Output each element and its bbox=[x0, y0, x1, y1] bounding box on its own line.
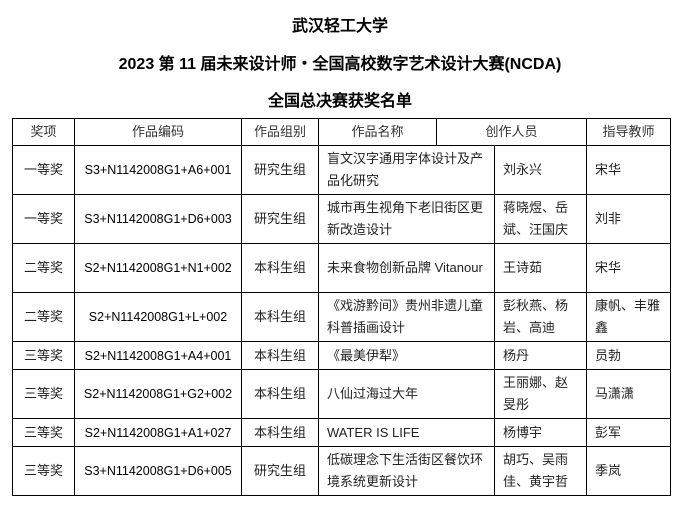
authors-cell: 彭秋燕、杨岩、高迪 bbox=[494, 292, 587, 342]
title-cell: 未来食物创新品牌 Vitanour bbox=[318, 243, 495, 293]
title-cell: 《最美伊犁》 bbox=[318, 341, 495, 370]
advisor-cell: 马潇潇 bbox=[586, 369, 671, 419]
award-cell: 三等奖 bbox=[12, 369, 75, 419]
code-cell: S2+N1142008G1+N1+002 bbox=[74, 243, 242, 293]
code-cell: S3+N1142008G1+D6+003 bbox=[74, 194, 242, 244]
award-cell: 一等奖 bbox=[12, 194, 75, 244]
group-cell: 本科生组 bbox=[241, 292, 319, 342]
authors-cell: 蒋晓煜、岳斌、汪国庆 bbox=[494, 194, 587, 244]
authors-cell: 刘永兴 bbox=[494, 146, 587, 195]
table-row: 一等奖 S3+N1142008G1+A6+001 研究生组 盲文汉字通用字体设计及产品… bbox=[12, 146, 671, 195]
group-cell: 本科生组 bbox=[241, 243, 319, 293]
code-cell: S2+N1142008G1+G2+002 bbox=[74, 369, 242, 419]
title-cell: 八仙过海过大年 bbox=[318, 369, 495, 419]
table-row: 二等奖 S2+N1142008G1+L+002 本科生组 《戏游黔间》贵州非遗儿童科普… bbox=[12, 292, 671, 342]
group-cell: 本科生组 bbox=[241, 341, 319, 370]
authors-cell: 胡巧、吴雨佳、黄宇哲 bbox=[494, 446, 587, 496]
list-title: 全国总决赛获奖名单 bbox=[267, 93, 412, 110]
advisor-cell: 宋华 bbox=[586, 146, 671, 195]
table-row: 三等奖 S2+N1142008G1+A1+027 本科生组 WATER IS LIFE… bbox=[12, 418, 671, 447]
table-row: 三等奖 S2+N1142008G1+G2+002 本科生组 八仙过海过大年 王丽娜、赵旻… bbox=[12, 369, 671, 419]
table-row: 二等奖 S2+N1142008G1+N1+002 本科生组 未来食物创新品牌 Vita… bbox=[12, 243, 671, 293]
advisor-cell: 刘非 bbox=[586, 194, 671, 244]
group-cell: 本科生组 bbox=[241, 369, 319, 419]
competition-title: 2023 第 11 届未来设计师・全国高校数字艺术设计大赛(NCDA) bbox=[118, 56, 562, 73]
awards-table: 一等奖 S3+N1142008G1+A6+001 研究生组 盲文汉字通用字体设计及产品… bbox=[12, 146, 671, 496]
table-row: 三等奖 S2+N1142008G1+A4+001 本科生组 《最美伊犁》 杨丹 员勃 bbox=[12, 341, 671, 370]
authors-cell: 杨博宇 bbox=[494, 418, 587, 447]
header-title: 作品名称 bbox=[318, 118, 437, 146]
group-cell: 研究生组 bbox=[241, 446, 319, 496]
title-cell: 低碳理念下生活街区餐饮环境系统更新设计 bbox=[318, 446, 495, 496]
code-cell: S2+N1142008G1+A1+027 bbox=[74, 418, 242, 447]
title-cell: 盲文汉字通用字体设计及产品化研究 bbox=[318, 146, 495, 195]
award-cell: 一等奖 bbox=[12, 146, 75, 195]
table-row: 三等奖 S3+N1142008G1+D6+005 研究生组 低碳理念下生活街区餐饮环境… bbox=[12, 446, 671, 496]
group-cell: 研究生组 bbox=[241, 146, 319, 195]
header-group: 作品组别 bbox=[241, 118, 319, 146]
table-row: 一等奖 S3+N1142008G1+D6+003 研究生组 城市再生视角下老旧街区更新… bbox=[12, 194, 671, 244]
header-code: 作品编码 bbox=[74, 118, 242, 146]
award-cell: 二等奖 bbox=[12, 243, 75, 293]
group-cell: 研究生组 bbox=[241, 194, 319, 244]
title-cell: WATER IS LIFE bbox=[318, 418, 495, 447]
school-title: 武汉轻工大学 bbox=[291, 18, 388, 35]
advisor-cell: 康帆、丰雅鑫 bbox=[586, 292, 671, 342]
code-cell: S3+N1142008G1+A6+001 bbox=[74, 146, 242, 195]
code-cell: S2+N1142008G1+A4+001 bbox=[74, 341, 242, 370]
advisor-cell: 宋华 bbox=[586, 243, 671, 293]
title-cell: 《戏游黔间》贵州非遗儿童科普插画设计 bbox=[318, 292, 495, 342]
header-advisor: 指导教师 bbox=[586, 118, 671, 146]
award-cell: 三等奖 bbox=[12, 341, 75, 370]
advisor-cell: 季岚 bbox=[586, 446, 671, 496]
award-cell: 二等奖 bbox=[12, 292, 75, 342]
authors-cell: 杨丹 bbox=[494, 341, 587, 370]
group-cell: 本科生组 bbox=[241, 418, 319, 447]
code-cell: S3+N1142008G1+D6+005 bbox=[74, 446, 242, 496]
advisor-cell: 员勃 bbox=[586, 341, 671, 370]
table-header: 奖项 作品编码 作品组别 作品名称 创作人员 指导教师 bbox=[12, 118, 671, 146]
title-cell: 城市再生视角下老旧街区更新改造设计 bbox=[318, 194, 495, 244]
advisor-cell: 彭军 bbox=[586, 418, 671, 447]
header-award: 奖项 bbox=[12, 118, 75, 146]
header-authors: 创作人员 bbox=[436, 118, 587, 146]
code-cell: S2+N1142008G1+L+002 bbox=[74, 292, 242, 342]
award-cell: 三等奖 bbox=[12, 446, 75, 496]
authors-cell: 王丽娜、赵旻彤 bbox=[494, 369, 587, 419]
award-cell: 三等奖 bbox=[12, 418, 75, 447]
authors-cell: 王诗茹 bbox=[494, 243, 587, 293]
